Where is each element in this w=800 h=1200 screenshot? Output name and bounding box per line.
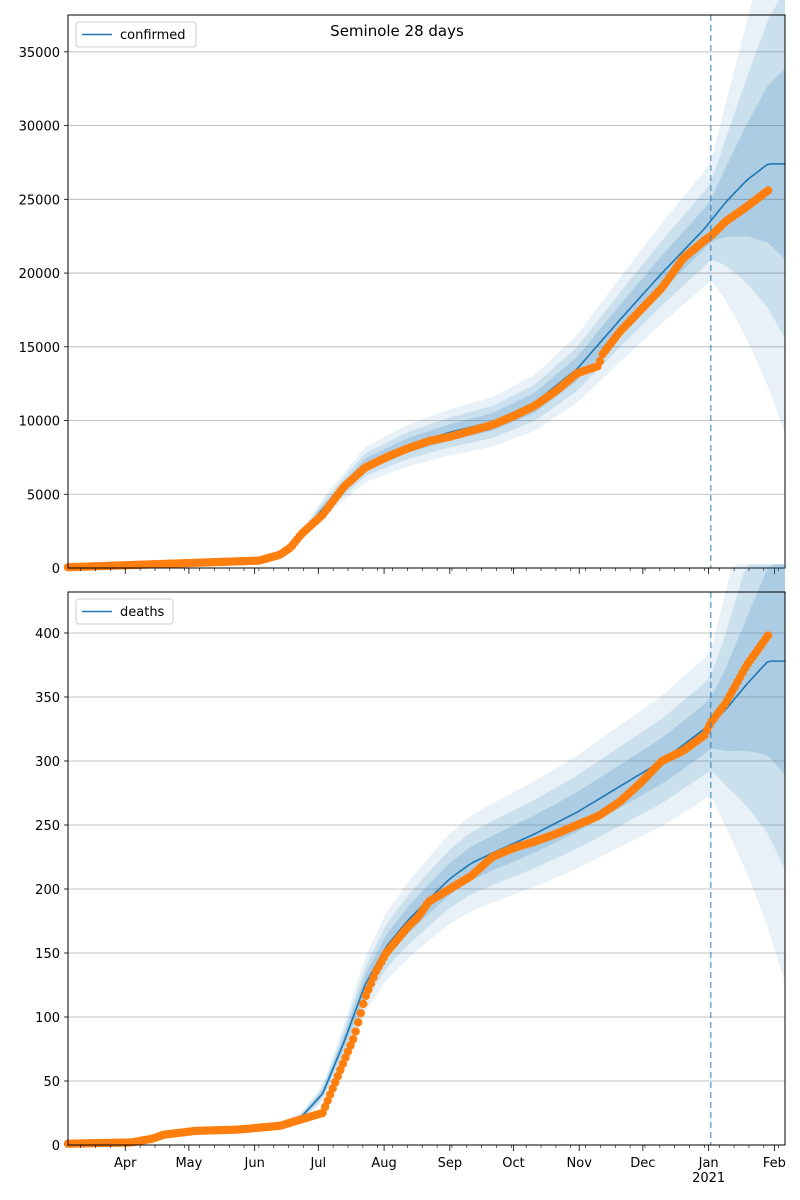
y-tick-label: 30000 [19, 120, 60, 135]
y-tick-label: 100 [35, 1011, 60, 1026]
legend-label: confirmed [120, 28, 186, 43]
y-tick-label: 35000 [19, 46, 60, 61]
figure-title: Seminole 28 days [330, 22, 464, 40]
x-tick-label: May [175, 1156, 202, 1171]
uncertainty-band [68, 68, 785, 568]
y-tick-label: 150 [35, 947, 60, 962]
y-tick-label: 15000 [19, 341, 60, 356]
uncertainty-band [68, 0, 785, 568]
legend-box [75, 598, 174, 625]
y-tick-label: 0 [52, 562, 60, 577]
y-tick-label: 5000 [27, 488, 60, 503]
x-tick-label: Jul [309, 1156, 326, 1171]
uncertainty-band [68, 0, 785, 568]
uncertainty-band [68, 564, 785, 1145]
observed-point [356, 1008, 365, 1018]
y-tick-label: 250 [35, 819, 60, 834]
observed-point [348, 1035, 358, 1044]
x-year-label: 2021 [692, 1171, 725, 1186]
x-tick-label: Apr [114, 1156, 137, 1171]
plot-frame [67, 14, 786, 569]
legend: deaths [75, 598, 174, 625]
uncertainty-band [68, 564, 785, 1145]
deaths-panel: 0 50 100 150 200 250 300 350 400 Apr May Jun Jul Aug S… [35, 564, 786, 1186]
legend: confirmed [75, 21, 197, 48]
legend-box [75, 21, 197, 48]
y-tick-label: 350 [35, 691, 60, 706]
x-tick-label: Feb [763, 1156, 786, 1171]
x-tick-label: Jun [244, 1156, 265, 1171]
observed-point [595, 357, 605, 366]
y-tick-label: 300 [35, 755, 60, 770]
legend-label: deaths [120, 605, 165, 620]
x-tick-label: Jan [698, 1156, 719, 1171]
y-tick-label: 0 [52, 1139, 60, 1154]
x-tick-label: Nov [567, 1156, 593, 1171]
observed-point [763, 631, 773, 640]
observed-point [359, 999, 368, 1009]
y-tick-label: 50 [43, 1075, 60, 1090]
y-tick-label: 10000 [19, 415, 60, 430]
y-tick-label: 200 [35, 883, 60, 898]
observed-point [763, 186, 773, 195]
y-tick-label: 25000 [19, 193, 60, 208]
y-tick-label: 400 [35, 627, 60, 642]
confirmed-panel: 0 5000 10000 15000 20000 25000 30000 35000 confi… [19, 0, 786, 577]
observed-point [353, 1018, 363, 1027]
plot-frame [67, 591, 786, 1146]
x-tick-label: Aug [371, 1156, 396, 1171]
y-tick-label: 20000 [19, 267, 60, 282]
x-tick-label: Dec [630, 1156, 655, 1171]
x-tick-label: Oct [502, 1156, 524, 1171]
x-tick-label: Sep [438, 1156, 463, 1171]
uncertainty-band [68, 564, 785, 1145]
observed-point [351, 1027, 360, 1036]
